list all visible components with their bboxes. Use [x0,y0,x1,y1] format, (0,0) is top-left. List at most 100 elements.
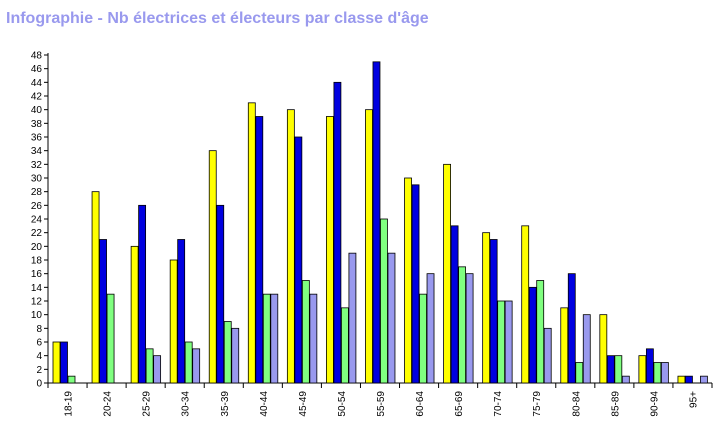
y-tick-label: 42 [31,92,43,103]
bar [426,273,435,384]
bar [599,314,608,384]
y-tick-label: 32 [31,160,43,171]
bar [216,204,225,384]
bar [184,341,193,384]
bar [404,177,412,384]
bar [575,362,584,384]
x-tick-label: 75-79 [532,391,543,417]
x-tick-label: 90-94 [649,391,660,417]
y-tick-label: 30 [31,174,43,185]
bar [482,232,491,384]
x-tick-label: 18-19 [64,391,75,417]
bar [614,355,623,384]
bar [67,375,76,384]
bar [341,307,349,384]
bar [270,293,279,384]
bar [99,239,107,384]
bar [536,280,545,384]
y-tick-label: 36 [31,133,43,144]
x-tick-label: 85-89 [610,391,621,417]
bar [177,239,186,384]
bar [465,273,474,384]
bar [223,321,232,384]
bar [606,355,615,384]
x-tick-label: 50-54 [337,391,348,417]
x-tick-label: 25-29 [142,391,153,417]
y-tick-label: 28 [31,187,43,198]
y-tick-label: 2 [36,365,42,376]
x-tick-label: 35-39 [220,391,231,417]
bar [621,375,630,384]
y-tick-label: 6 [36,338,42,349]
bar [653,362,662,384]
x-tick-label: 30-34 [181,391,192,417]
x-tick-label: 60-64 [415,391,426,417]
x-tick-label: 45-49 [298,391,309,417]
bar [52,341,61,384]
bar [521,225,530,384]
bar [387,252,396,384]
bar [645,348,654,384]
bar [91,191,100,384]
bar [301,280,310,384]
bar [138,204,147,384]
bar [294,136,303,384]
bar [497,300,506,384]
x-tick-label: 80-84 [571,391,582,417]
bar [130,245,139,384]
x-axis: 18-19 20-24 25-29 30-34 35-39 40-44 45-49 50-54… [47,382,713,417]
bar [638,355,647,384]
bar [582,314,591,384]
bar [419,293,427,384]
bar [60,341,68,384]
y-tick-label: 34 [31,146,43,157]
bar [192,348,201,384]
y-tick-label: 48 [31,51,43,62]
y-tick-label: 26 [31,201,43,212]
y-tick-label: 22 [31,228,43,239]
bar [348,252,357,384]
x-tick-label: 40-44 [259,391,270,417]
bar [286,109,295,384]
bar [247,102,256,384]
x-tick-label: 20-24 [103,391,114,417]
x-tick-label: 95+ [688,391,699,408]
y-tick-label: 0 [36,379,42,390]
x-tick-label: 70-74 [493,391,504,417]
x-tick-label: 55-59 [376,391,387,417]
y-tick-label: 4 [36,351,42,362]
bar [567,273,576,384]
bars [52,61,708,384]
y-axis: 0246810121416182022242628303234363840424… [31,51,49,390]
bar [231,327,240,384]
bar [262,293,271,384]
bar [365,109,373,384]
bar [255,116,264,384]
y-tick-label: 38 [31,119,43,130]
y-tick-label: 18 [31,256,43,267]
x-tick-label: 65-69 [454,391,465,417]
bar [660,362,669,384]
y-tick-label: 16 [31,269,43,280]
bar [326,116,334,384]
bar [309,293,318,384]
bar [208,150,217,384]
bar [700,375,708,384]
bar [685,375,693,384]
y-tick-label: 12 [31,297,43,308]
bar [528,286,537,384]
bar [504,300,513,384]
bar [458,266,466,384]
bar [372,61,381,384]
bar [450,225,459,384]
bar [106,293,115,384]
y-tick-label: 44 [31,78,43,89]
chart-title: Infographie - Nb électrices et électeurs… [6,10,429,27]
bar [380,218,388,384]
bar [169,259,178,384]
y-tick-label: 14 [31,283,43,294]
y-tick-label: 8 [36,324,42,335]
bar [560,307,569,384]
y-tick-label: 40 [31,105,43,116]
bar [443,163,451,384]
